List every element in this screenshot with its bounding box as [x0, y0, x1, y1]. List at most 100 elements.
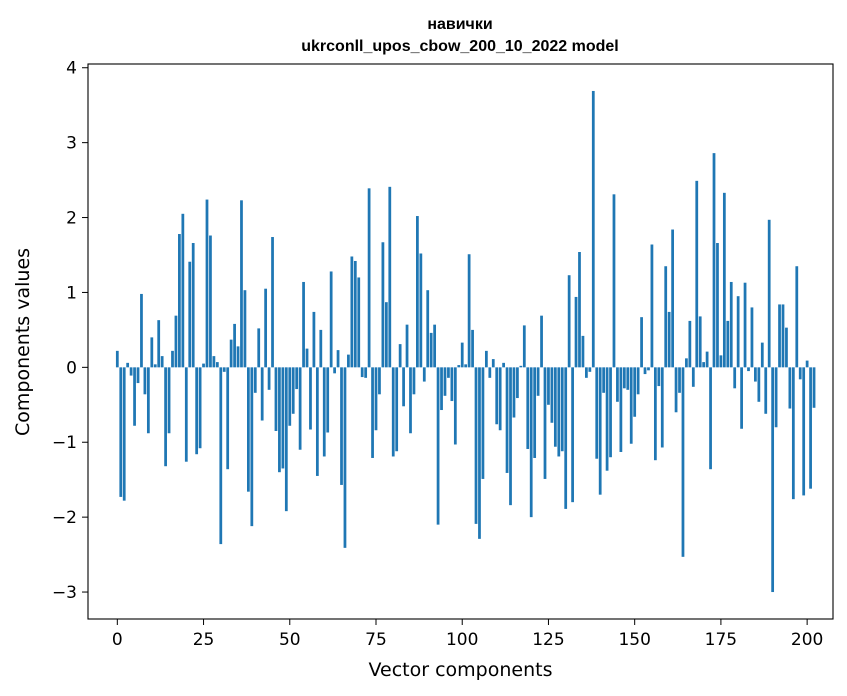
bar — [126, 362, 130, 368]
bar — [722, 192, 726, 368]
bar — [212, 356, 216, 368]
bar — [754, 367, 757, 382]
bar — [771, 367, 775, 593]
bar — [505, 367, 509, 473]
bar — [667, 311, 671, 368]
bar — [764, 367, 768, 414]
bar — [743, 282, 747, 368]
bar — [729, 281, 733, 368]
bar — [233, 323, 236, 368]
bar — [447, 367, 450, 378]
bar — [695, 180, 699, 368]
x-axis-label: Vector components — [369, 659, 553, 681]
bar — [184, 367, 188, 462]
bar — [598, 367, 602, 495]
bar — [278, 367, 281, 473]
bar — [253, 367, 257, 393]
bar — [429, 332, 433, 368]
bar — [119, 367, 123, 497]
bar — [160, 356, 164, 368]
bar — [257, 328, 261, 368]
bar — [129, 367, 133, 376]
y-tick-label: −2 — [52, 508, 77, 528]
bar — [240, 200, 243, 368]
bar — [243, 290, 247, 368]
bar — [236, 346, 240, 368]
bar — [284, 367, 288, 512]
bar — [785, 327, 788, 368]
bar — [688, 320, 692, 368]
bar — [585, 367, 588, 378]
bar — [171, 350, 174, 368]
bar — [747, 367, 750, 372]
bar — [136, 367, 140, 384]
bar — [467, 254, 471, 368]
bar — [250, 367, 254, 527]
bar — [547, 367, 550, 405]
bar — [740, 367, 743, 429]
bar — [560, 367, 564, 452]
bar — [812, 367, 816, 408]
bar — [550, 367, 554, 423]
bar — [509, 367, 512, 506]
bar — [495, 367, 499, 425]
bar — [553, 367, 557, 447]
bar — [167, 367, 171, 434]
bar — [460, 342, 464, 368]
bar — [522, 325, 526, 368]
bar — [436, 367, 440, 525]
bar — [143, 367, 147, 395]
bar — [153, 364, 157, 368]
x-tick-label: 175 — [705, 630, 737, 650]
bar — [685, 358, 688, 368]
bar — [347, 354, 350, 368]
bar — [209, 235, 212, 368]
bar — [571, 367, 574, 503]
bar — [781, 304, 785, 368]
bar — [536, 367, 540, 396]
bar — [798, 367, 802, 380]
bar — [264, 288, 268, 368]
x-tick-label: 0 — [112, 630, 123, 650]
bar — [671, 229, 674, 368]
bar — [181, 213, 185, 368]
bar — [222, 367, 226, 372]
x-tick-label: 50 — [279, 630, 301, 650]
bar — [164, 367, 167, 467]
plot-frame — [87, 63, 834, 620]
bar — [157, 320, 161, 368]
bar — [533, 367, 537, 458]
y-tick-label: −3 — [52, 583, 77, 603]
bar — [657, 367, 661, 387]
bar — [247, 367, 250, 492]
bar — [712, 153, 716, 368]
bar — [578, 252, 581, 368]
chart-title: навички — [427, 16, 492, 33]
bar — [512, 367, 516, 418]
bar — [274, 367, 278, 431]
bar — [757, 367, 761, 402]
bar — [315, 367, 319, 476]
bar — [202, 363, 205, 368]
bar — [302, 281, 305, 368]
bar — [267, 367, 271, 390]
bar — [719, 355, 723, 368]
bar — [374, 367, 378, 431]
bar — [664, 266, 668, 368]
bars-group — [115, 90, 816, 593]
bar — [640, 317, 643, 368]
y-axis-ticks: −3 −2 −1 0 1 2 3 4 — [52, 59, 88, 603]
x-tick-label: 125 — [532, 630, 564, 650]
bar — [422, 367, 426, 382]
bar — [388, 186, 392, 368]
bar — [653, 367, 657, 461]
y-tick-label: 1 — [66, 283, 77, 303]
bar — [791, 367, 795, 500]
bar — [502, 362, 505, 368]
bar — [219, 367, 223, 545]
bar — [343, 367, 347, 548]
bar — [322, 367, 326, 457]
bar — [133, 367, 136, 426]
x-tick-label: 100 — [446, 630, 478, 650]
bar — [464, 364, 468, 368]
